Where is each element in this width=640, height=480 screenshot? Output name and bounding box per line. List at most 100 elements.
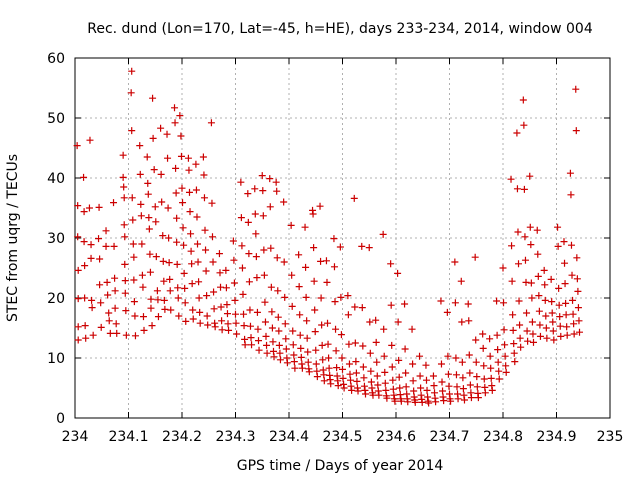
data-point: [274, 313, 282, 321]
data-point: [336, 243, 344, 251]
data-point: [180, 241, 188, 249]
data-point: [181, 284, 189, 292]
data-point: [298, 364, 306, 372]
data-point: [330, 263, 338, 271]
data-point: [549, 327, 557, 335]
data-point: [245, 278, 253, 286]
data-point: [309, 210, 317, 218]
data-point: [258, 172, 266, 180]
data-point: [529, 338, 537, 346]
data-point: [104, 291, 112, 299]
data-point: [353, 377, 361, 385]
data-point: [556, 313, 564, 321]
data-point: [259, 212, 267, 220]
data-point: [535, 292, 543, 300]
data-point: [303, 334, 311, 342]
data-point: [317, 294, 325, 302]
data-point: [541, 281, 549, 289]
data-point: [160, 277, 168, 285]
data-point: [554, 223, 562, 231]
data-point: [515, 260, 523, 268]
data-point: [103, 278, 111, 286]
x-tick-label: 234.5: [322, 429, 362, 445]
data-point: [180, 269, 188, 277]
data-point: [555, 301, 563, 309]
data-point: [81, 322, 89, 330]
data-point: [438, 378, 446, 386]
data-point: [260, 271, 268, 279]
data-point: [182, 317, 190, 325]
data-point: [160, 296, 168, 304]
data-point: [391, 397, 399, 405]
data-point: [316, 202, 324, 210]
data-point: [472, 358, 480, 366]
data-point: [165, 234, 173, 242]
data-point: [467, 394, 475, 402]
data-point: [555, 284, 563, 292]
data-point: [192, 160, 200, 168]
data-point: [148, 322, 156, 330]
data-point: [289, 341, 297, 349]
data-point: [523, 327, 531, 335]
data-point: [97, 299, 105, 307]
data-point: [232, 310, 239, 318]
data-point: [479, 330, 487, 338]
data-point: [129, 216, 137, 224]
data-point: [140, 326, 148, 334]
data-point: [281, 320, 289, 328]
data-point: [411, 398, 419, 406]
data-point: [311, 306, 319, 314]
data-point: [347, 376, 355, 384]
data-point: [464, 300, 472, 308]
data-point: [74, 202, 82, 210]
data-point: [238, 264, 246, 272]
x-tick-label: 234.2: [162, 429, 202, 445]
data-point: [367, 367, 375, 375]
data-point: [74, 295, 82, 303]
data-point: [159, 232, 167, 240]
data-point: [151, 203, 159, 211]
data-point: [237, 214, 245, 222]
data-point: [561, 280, 569, 288]
data-point: [337, 293, 345, 301]
data-point: [261, 318, 269, 326]
data-point: [304, 358, 312, 366]
data-point: [237, 178, 245, 186]
data-point: [85, 204, 93, 212]
data-point: [239, 290, 247, 298]
data-points: [73, 67, 584, 407]
data-point: [557, 332, 565, 340]
data-point: [195, 278, 203, 286]
data-point: [410, 387, 418, 395]
data-point: [110, 242, 118, 250]
data-point: [194, 258, 202, 266]
data-point: [387, 301, 395, 309]
x-tick-label: 234.6: [376, 429, 416, 445]
data-point: [184, 154, 192, 162]
data-point: [202, 246, 210, 254]
data-point: [283, 359, 291, 367]
data-point: [447, 397, 455, 405]
data-point: [466, 381, 474, 389]
data-point: [520, 121, 528, 129]
data-point: [526, 223, 534, 231]
data-point: [318, 341, 326, 349]
data-point: [225, 326, 233, 334]
data-point: [479, 344, 487, 352]
data-point: [245, 250, 253, 258]
data-point: [440, 397, 448, 405]
data-point: [176, 112, 184, 120]
data-point: [380, 352, 388, 360]
data-point: [230, 256, 238, 264]
data-point: [218, 317, 226, 325]
data-point: [338, 354, 346, 362]
data-point: [510, 349, 518, 357]
data-point: [179, 224, 187, 232]
y-tick-label: 10: [47, 351, 65, 367]
data-point: [563, 323, 571, 331]
data-point: [340, 384, 348, 392]
data-point: [203, 312, 211, 320]
data-point: [172, 164, 180, 172]
data-point: [163, 130, 171, 138]
data-point: [270, 353, 278, 361]
